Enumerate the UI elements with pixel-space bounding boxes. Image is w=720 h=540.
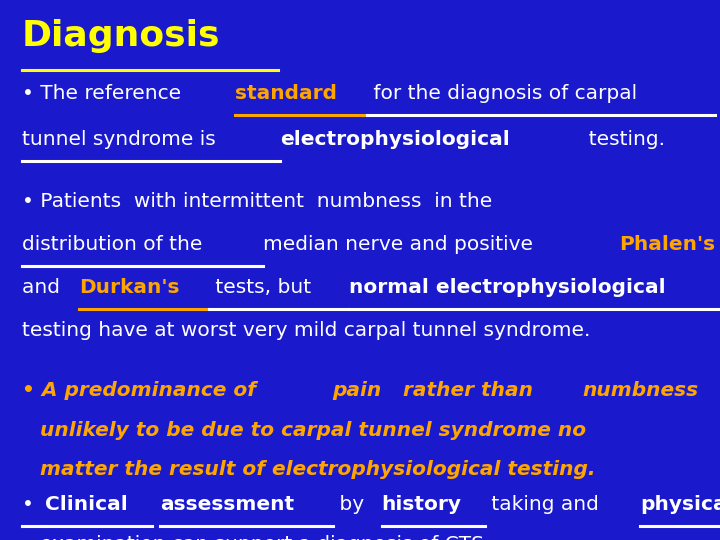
Text: pain: pain <box>333 381 382 400</box>
Text: •: • <box>22 495 40 514</box>
Text: rather than: rather than <box>396 381 540 400</box>
Text: assessment: assessment <box>160 495 294 514</box>
Text: testing.: testing. <box>576 130 665 148</box>
Text: tests, but: tests, but <box>209 278 317 297</box>
Text: standard: standard <box>235 84 337 103</box>
Text: for the diagnosis of carpal: for the diagnosis of carpal <box>366 84 637 103</box>
Text: Diagnosis: Diagnosis <box>22 19 220 53</box>
Text: and: and <box>22 278 66 297</box>
Text: physical: physical <box>640 495 720 514</box>
Text: taking and: taking and <box>485 495 605 514</box>
Text: normal electrophysiological: normal electrophysiological <box>348 278 665 297</box>
Text: unlikely to be due to carpal tunnel syndrome no: unlikely to be due to carpal tunnel synd… <box>40 421 587 440</box>
Text: • The reference: • The reference <box>22 84 187 103</box>
Text: distribution of the: distribution of the <box>22 235 208 254</box>
Text: Durkan's: Durkan's <box>79 278 179 297</box>
Text: examination can support a diagnosis of CTS: examination can support a diagnosis of C… <box>40 535 485 540</box>
Text: median nerve and positive: median nerve and positive <box>263 235 539 254</box>
Text: tunnel syndrome is: tunnel syndrome is <box>22 130 222 148</box>
Text: electrophysiological: electrophysiological <box>280 130 510 148</box>
Text: matter the result of electrophysiological testing.: matter the result of electrophysiologica… <box>40 460 596 479</box>
Text: numbness: numbness <box>582 381 698 400</box>
Text: history: history <box>382 495 462 514</box>
Text: Phalen's: Phalen's <box>619 235 715 254</box>
Text: Clinical: Clinical <box>45 495 128 514</box>
Text: testing have at worst very mild carpal tunnel syndrome.: testing have at worst very mild carpal t… <box>22 321 590 340</box>
Text: by: by <box>333 495 371 514</box>
Text: • A predominance of: • A predominance of <box>22 381 263 400</box>
Text: • Patients  with intermittent  numbness  in the: • Patients with intermittent numbness in… <box>22 192 492 211</box>
